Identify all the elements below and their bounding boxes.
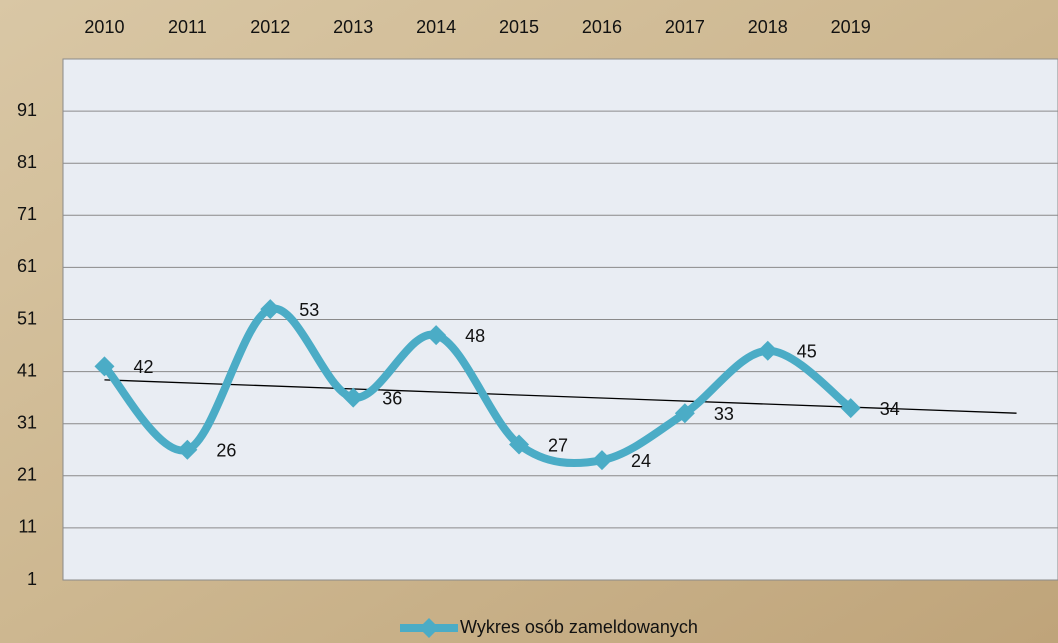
data-label: 48	[465, 326, 485, 346]
x-tick-label: 2016	[582, 17, 622, 37]
y-tick-label: 41	[17, 360, 37, 380]
legend-label: Wykres osób zameldowanych	[460, 617, 698, 637]
y-tick-label: 91	[17, 100, 37, 120]
y-tick-label: 51	[17, 308, 37, 328]
x-tick-label: 2015	[499, 17, 539, 37]
x-tick-label: 2018	[748, 17, 788, 37]
data-label: 53	[299, 300, 319, 320]
data-label: 45	[797, 342, 817, 362]
y-tick-label: 61	[17, 256, 37, 276]
data-label: 34	[880, 399, 900, 419]
x-tick-label: 2019	[831, 17, 871, 37]
x-tick-label: 2017	[665, 17, 705, 37]
data-label: 27	[548, 435, 568, 455]
data-label: 42	[133, 357, 153, 377]
data-label: 26	[216, 441, 236, 461]
x-tick-label: 2014	[416, 17, 456, 37]
x-tick-label: 2012	[250, 17, 290, 37]
y-tick-label: 71	[17, 204, 37, 224]
data-label: 33	[714, 404, 734, 424]
data-label: 36	[382, 388, 402, 408]
data-label: 24	[631, 451, 651, 471]
y-tick-label: 31	[17, 412, 37, 432]
y-tick-label: 81	[17, 152, 37, 172]
x-tick-label: 2013	[333, 17, 373, 37]
x-tick-label: 2010	[84, 17, 124, 37]
y-tick-label: 1	[27, 569, 37, 589]
chart: 1112131415161718191201020112012201320142…	[0, 0, 1058, 643]
y-tick-label: 11	[18, 517, 37, 537]
x-tick-label: 2011	[168, 17, 207, 37]
y-tick-label: 21	[17, 465, 37, 485]
